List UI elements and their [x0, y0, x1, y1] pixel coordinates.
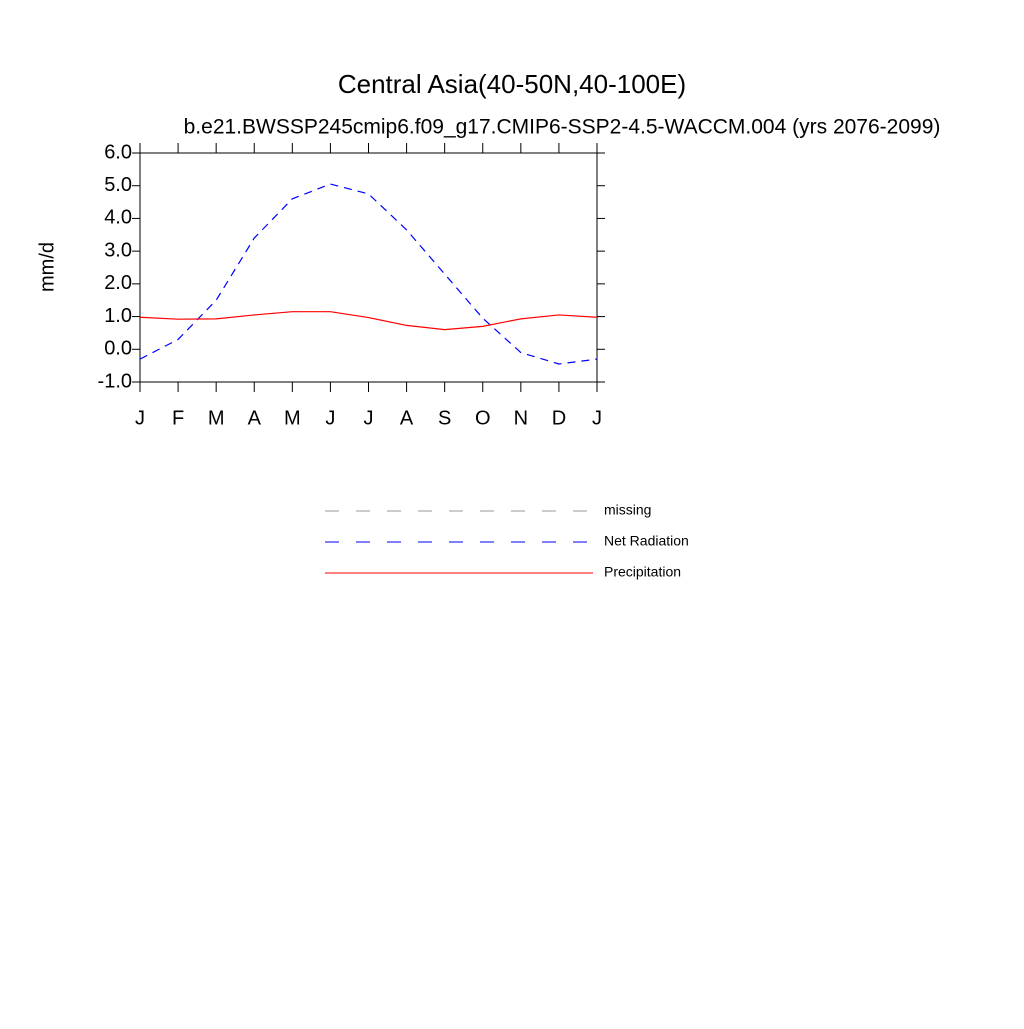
x-tick-label: F: [172, 407, 184, 429]
y-tick-label: 5.0: [104, 174, 132, 196]
y-tick-label: 0.0: [104, 338, 132, 360]
x-tick-label: M: [208, 407, 225, 429]
y-tick-label: 2.0: [104, 272, 132, 294]
x-tick-label: D: [552, 407, 566, 429]
x-tick-label: J: [364, 407, 374, 429]
y-tick-label: -1.0: [98, 370, 132, 392]
chart-subtitle: b.e21.BWSSP245cmip6.f09_g17.CMIP6-SSP2-4…: [184, 116, 941, 139]
x-tick-label: A: [400, 407, 414, 429]
chart-title: Central Asia(40-50N,40-100E): [338, 69, 686, 99]
legend-label: missing: [604, 502, 651, 518]
x-tick-label: N: [514, 407, 528, 429]
y-axis-label: mm/d: [36, 242, 58, 292]
y-tick-label: 4.0: [104, 207, 132, 229]
plot-frame: [139, 152, 598, 383]
legend-label: Net Radiation: [604, 533, 689, 549]
x-tick-label: J: [592, 407, 602, 429]
x-tick-label: M: [284, 407, 301, 429]
series-line: [139, 311, 598, 331]
y-tick-label: 3.0: [104, 239, 132, 261]
x-tick-label: J: [135, 407, 145, 429]
x-tick-label: A: [248, 407, 262, 429]
legend-label: Precipitation: [604, 564, 681, 580]
x-tick-label: S: [438, 407, 451, 429]
x-tick-label: O: [475, 407, 491, 429]
y-tick-label: 6.0: [104, 141, 132, 163]
y-tick-label: 1.0: [104, 305, 132, 327]
series-line: [139, 183, 598, 365]
x-tick-label: J: [325, 407, 335, 429]
